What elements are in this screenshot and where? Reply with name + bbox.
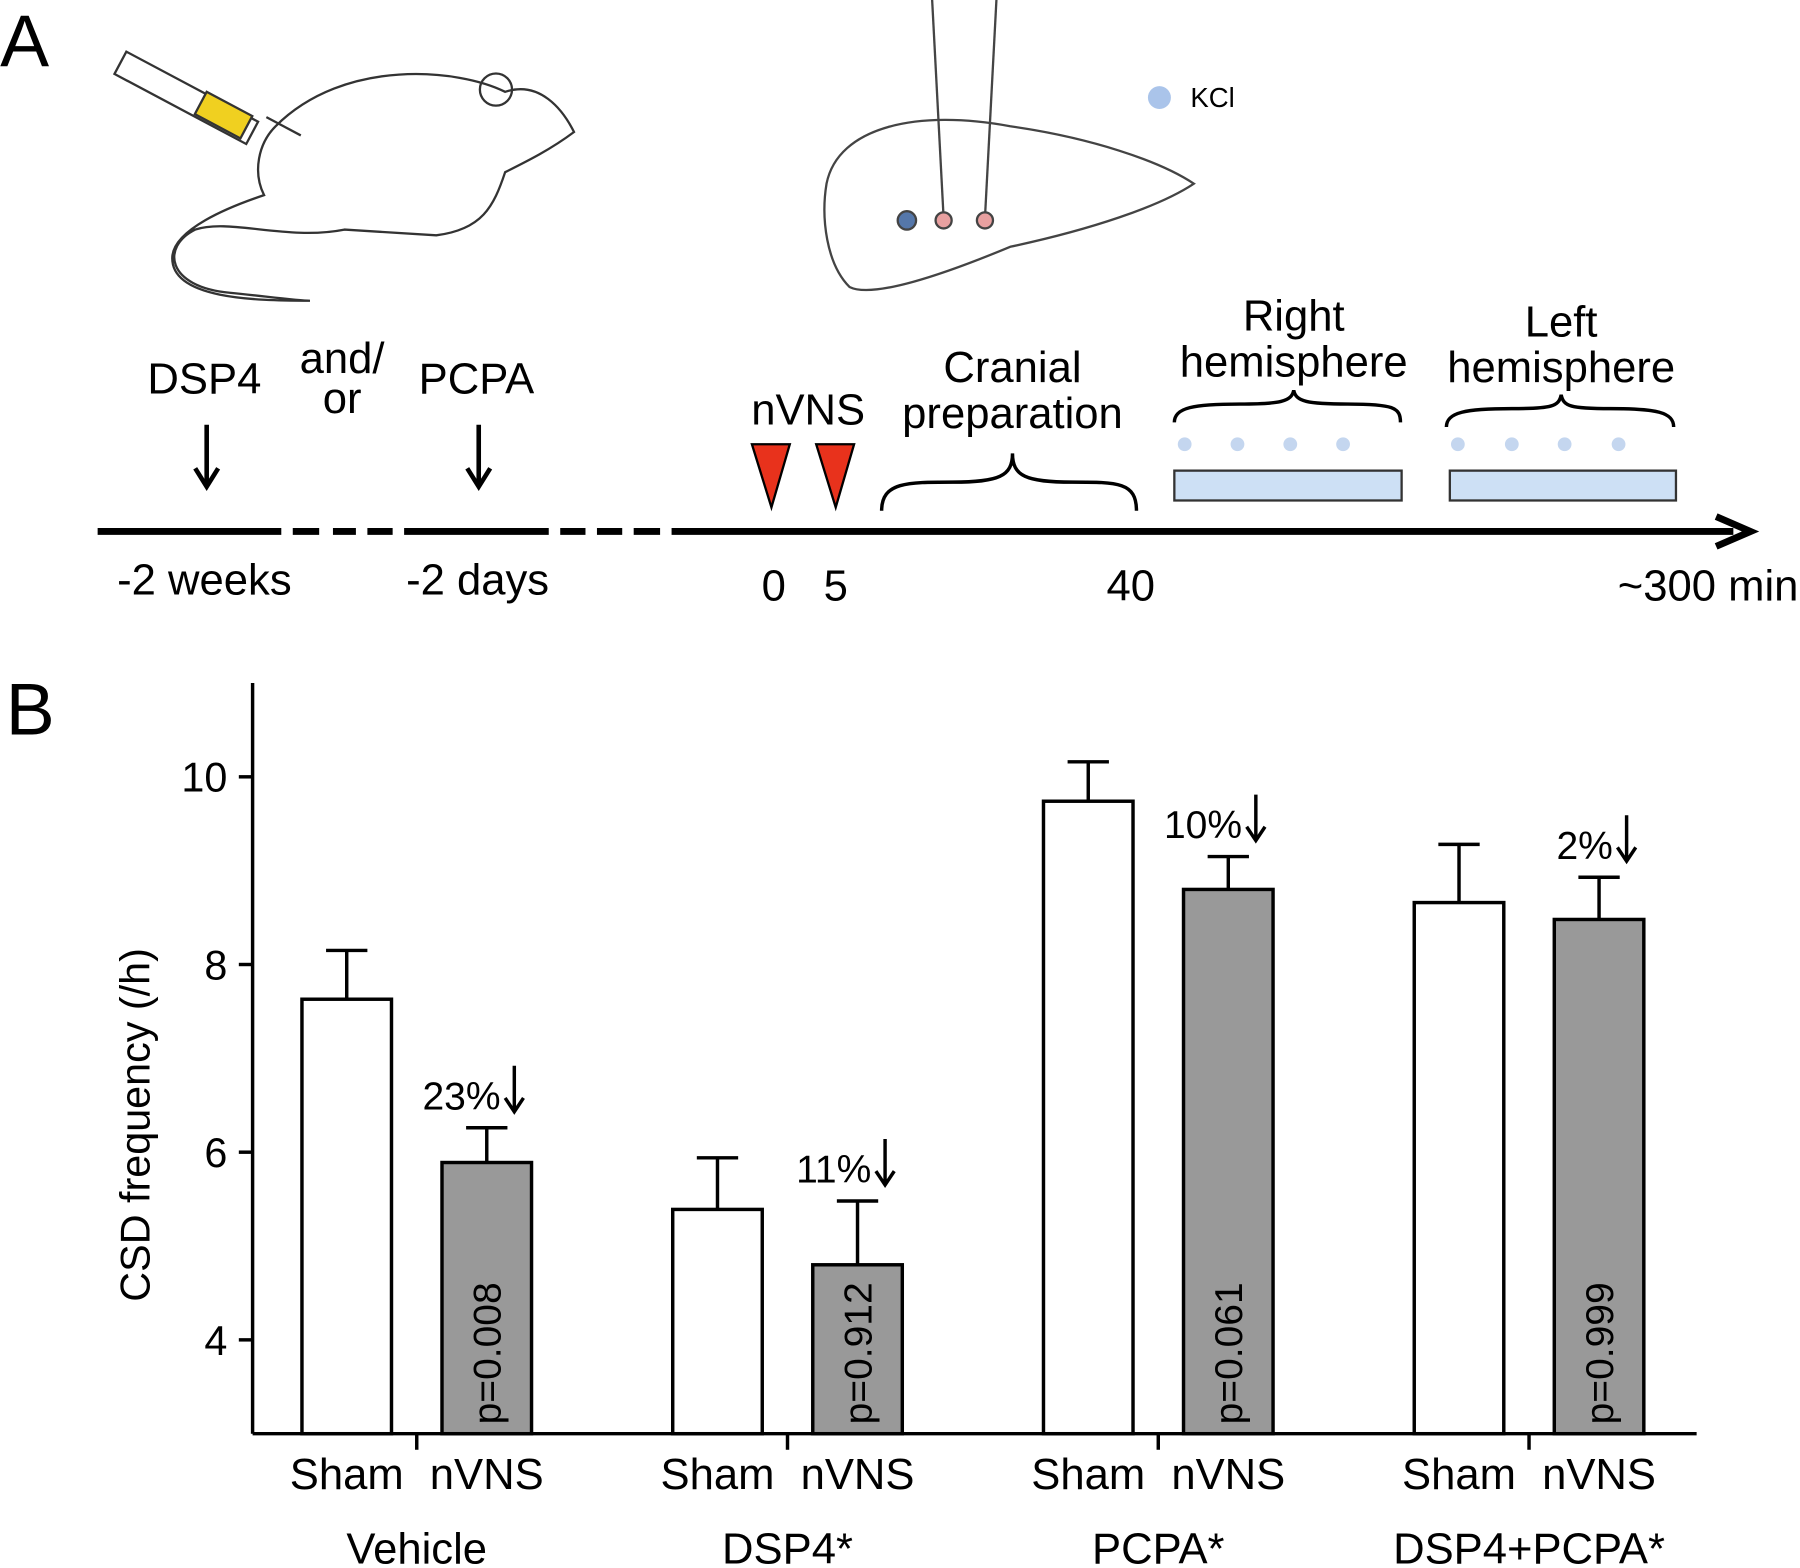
bar — [811, 1263, 905, 1436]
time-label: 0 — [762, 562, 786, 610]
reduction-arrow — [874, 1138, 896, 1189]
label: nVNS — [751, 387, 865, 435]
y-tick-label: 4 — [204, 1318, 227, 1364]
label: hemisphere — [1180, 339, 1408, 387]
reduction-label: 10% — [1164, 804, 1242, 847]
x-sub-label: Sham — [661, 1451, 775, 1499]
nvns-marker — [750, 443, 856, 512]
p-value-label: p=0.999 — [1579, 1282, 1622, 1424]
x-sub-label: nVNS — [1171, 1451, 1285, 1499]
p-value-label: p=0.008 — [467, 1282, 510, 1424]
x-sub-label: nVNS — [1542, 1451, 1656, 1499]
y-tick-label: 6 — [204, 1130, 227, 1176]
reduction-arrow — [1245, 794, 1267, 844]
bar — [1041, 799, 1135, 1436]
y-tick-label: 8 — [204, 942, 227, 988]
reduction-arrow — [1615, 815, 1638, 865]
label: Cranial — [943, 344, 1081, 392]
skull-drawing — [823, 0, 1196, 292]
x-sub-label: nVNS — [801, 1451, 915, 1499]
bar — [670, 1207, 764, 1436]
label: DSP4 — [147, 356, 261, 404]
label: PCPA — [419, 356, 535, 404]
p-value-label: p=0.061 — [1208, 1282, 1251, 1424]
recording-bar — [1173, 469, 1678, 502]
label: Left — [1525, 298, 1598, 346]
label: and/ — [300, 335, 386, 383]
y-tick-label: 10 — [181, 755, 227, 801]
kcl-icon — [1147, 86, 1171, 110]
panel-label: B — [6, 668, 55, 751]
reduction-label: 2% — [1556, 825, 1612, 868]
reduction-label: 11% — [796, 1149, 871, 1192]
panel-label: A — [0, 0, 49, 83]
y-axis-label: CSD frequency (/h) — [112, 948, 158, 1302]
reduction-label: 23% — [422, 1075, 500, 1118]
x-sub-label: Sham — [290, 1451, 404, 1499]
rat-drawing — [171, 72, 576, 302]
x-sub-label: nVNS — [430, 1451, 544, 1499]
x-group-label: DSP4+PCPA* — [1393, 1525, 1665, 1568]
label: or — [323, 375, 362, 423]
time-label: -2 days — [406, 557, 549, 605]
label: preparation — [902, 390, 1123, 438]
x-sub-label: Sham — [1402, 1451, 1516, 1499]
syringe — [112, 50, 302, 146]
time-label: 40 — [1106, 562, 1155, 610]
time-label: -2 weeks — [117, 557, 292, 605]
kcl-label: KCl — [1190, 82, 1234, 113]
timeline — [97, 389, 1760, 550]
bar — [1552, 917, 1646, 1436]
bar — [440, 1160, 534, 1436]
p-value-label: p=0.912 — [837, 1282, 880, 1424]
reduction-arrow — [503, 1065, 525, 1115]
x-group-label: Vehicle — [346, 1525, 487, 1568]
label: Right — [1243, 293, 1345, 341]
bar — [1412, 900, 1506, 1436]
label: hemisphere — [1447, 344, 1675, 392]
kcl-dots — [1177, 437, 1626, 452]
x-group-label: DSP4* — [722, 1525, 853, 1568]
bar — [300, 997, 394, 1436]
x-group-label: PCPA* — [1092, 1525, 1225, 1568]
time-label: 5 — [824, 562, 848, 610]
time-label: ~300 min — [1618, 562, 1799, 610]
bar — [1181, 887, 1275, 1436]
x-sub-label: Sham — [1031, 1451, 1145, 1499]
